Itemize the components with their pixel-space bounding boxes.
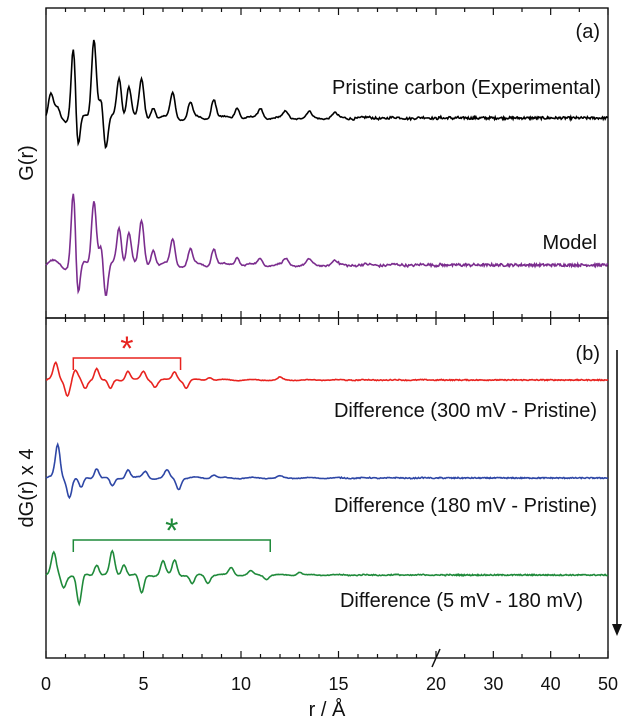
x-ticks: 0 5 10 15 20 30 40 50 (41, 8, 618, 694)
series-line (45, 442, 609, 500)
bracket (72, 357, 182, 370)
series-label-300mv: Difference (300 mV - Pristine) (334, 400, 597, 422)
x-tick-label: 20 (426, 674, 446, 694)
panel-label-a: (a) (576, 21, 600, 43)
x-tick-label: 50 (598, 674, 618, 694)
x-tick-label: 5 (138, 674, 148, 694)
series-line (45, 39, 608, 150)
series-label-5mv: Difference (5 mV - 180 mV) (340, 590, 583, 612)
series-label-180mv: Difference (180 mV - Pristine) (334, 495, 597, 517)
y-axis-label-b: dG(r) x 4 (16, 449, 38, 528)
x-tick-label: 10 (231, 674, 251, 694)
y-axis-label-a: G(r) (16, 145, 38, 181)
panel-label-b: (b) (576, 343, 600, 365)
series-line (45, 193, 609, 296)
x-tick-label: 15 (328, 674, 348, 694)
x-tick-label: 30 (483, 674, 503, 694)
x-tick-label: 40 (541, 674, 561, 694)
asterisk-marker: * (120, 330, 133, 368)
panel-b-frame (45, 317, 609, 659)
plot-lines (45, 39, 609, 607)
series-line (45, 361, 609, 398)
axis-break-mark (431, 648, 441, 668)
down-arrow (612, 350, 622, 636)
annotations: ** (72, 330, 271, 552)
asterisk-marker: * (165, 512, 178, 550)
x-axis-label: r / Å (309, 698, 346, 721)
series-label-model: Model (543, 232, 597, 254)
series-line (45, 549, 609, 607)
panel-a-frame (45, 7, 609, 319)
bracket (72, 539, 271, 552)
x-tick-label: 0 (41, 674, 51, 694)
series-label-experimental: Pristine carbon (Experimental) (332, 77, 601, 99)
